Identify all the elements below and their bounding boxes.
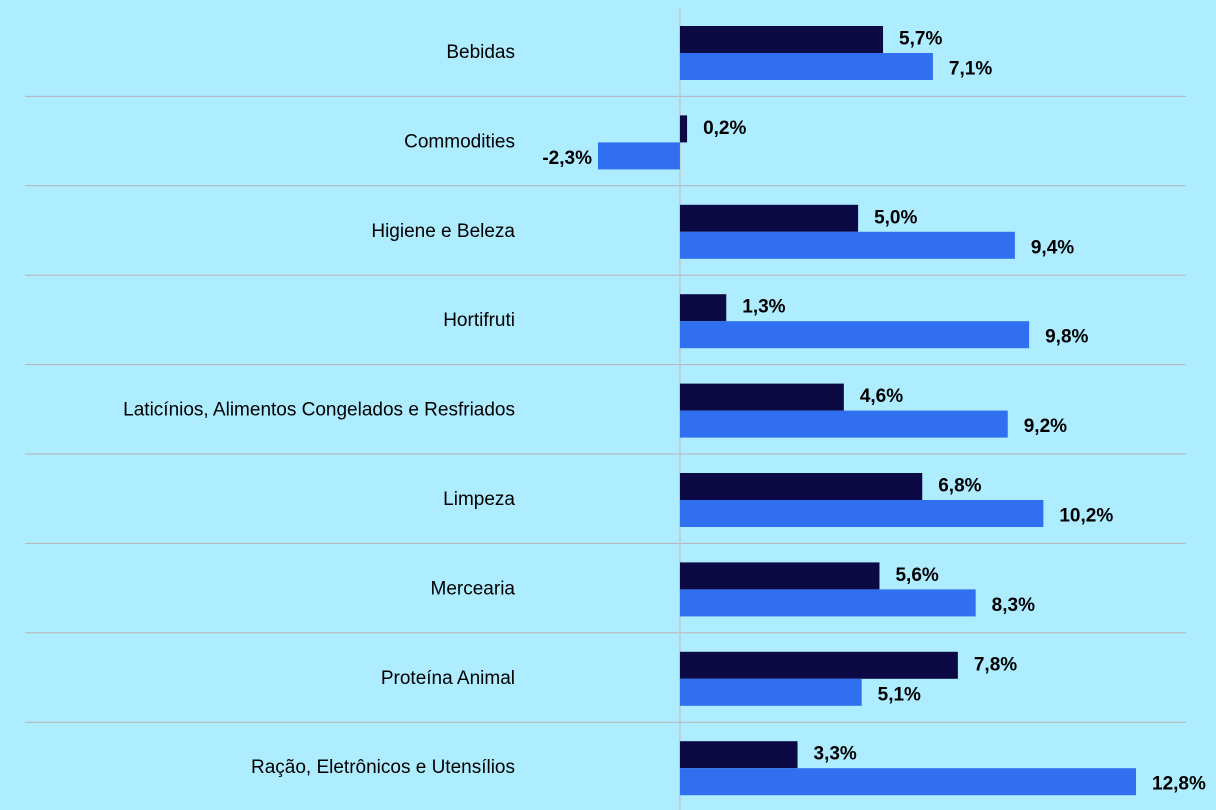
value-label: 6,8% (938, 476, 981, 497)
bar (679, 115, 688, 143)
bar (679, 53, 933, 80)
value-label: 7,1% (949, 59, 992, 80)
value-label: 9,8% (1045, 327, 1088, 348)
bar (679, 500, 1044, 527)
bar (679, 26, 884, 53)
category-label: Proteína Animal (381, 668, 515, 689)
bar (679, 410, 1008, 438)
bar (679, 741, 798, 769)
bar (679, 768, 1136, 796)
bar (679, 321, 1030, 349)
category-label: Laticínios, Alimentos Congelados e Resfr… (123, 400, 515, 421)
value-label: 4,6% (860, 386, 903, 407)
value-label: 5,0% (874, 207, 917, 228)
value-label: 1,3% (742, 297, 785, 318)
value-label: 5,1% (878, 684, 921, 705)
value-label: 5,6% (895, 565, 938, 586)
value-label: 9,4% (1031, 237, 1074, 258)
category-label: Mercearia (431, 578, 516, 599)
category-label: Ração, Eletrônicos e Utensílios (251, 757, 515, 778)
value-label: 0,2% (703, 118, 746, 139)
bar (679, 473, 923, 500)
bar (679, 231, 1015, 259)
value-label: 3,3% (814, 744, 857, 765)
bar (679, 294, 727, 322)
value-label: 9,2% (1024, 416, 1067, 437)
value-label: 10,2% (1059, 506, 1113, 527)
bar (598, 142, 680, 170)
value-label: -2,3% (542, 148, 592, 169)
bar (679, 383, 844, 411)
bar (679, 562, 880, 590)
bar (679, 678, 862, 706)
category-label: Higiene e Beleza (371, 221, 515, 242)
category-label: Commodities (404, 131, 515, 152)
category-label: Limpeza (443, 489, 515, 510)
bar (679, 651, 958, 679)
bar (679, 204, 859, 232)
value-label: 7,8% (974, 654, 1017, 675)
value-label: 5,7% (899, 29, 942, 50)
value-label: 12,8% (1152, 774, 1206, 795)
value-label: 8,3% (992, 595, 1035, 616)
bar (679, 589, 976, 617)
category-label: Hortifruti (443, 310, 515, 331)
category-label: Bebidas (446, 42, 515, 63)
